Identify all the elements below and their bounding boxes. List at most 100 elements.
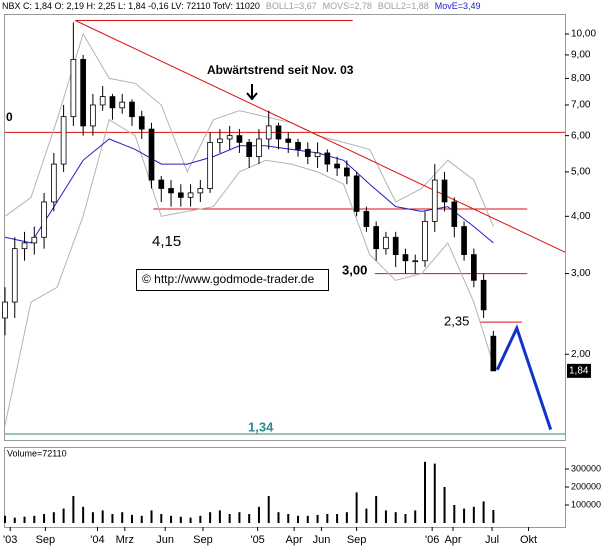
candle-body (314, 152, 321, 157)
annotation: Abwärtstrend seit Nov. 03 (207, 63, 354, 77)
volume-bar (101, 510, 104, 523)
volume-bar (189, 517, 192, 523)
candle-body (402, 254, 409, 262)
candle-body (256, 138, 262, 157)
candle-body (304, 148, 311, 157)
volume-bar (62, 508, 65, 523)
x-tick-label: Apr (286, 534, 303, 546)
volume-bar (130, 514, 133, 523)
annotation: 0 (6, 110, 13, 124)
overlay-line (4, 138, 494, 244)
candle-body (353, 175, 360, 212)
volume-bar (287, 514, 290, 523)
y-tick-label: 4,00 (571, 211, 591, 222)
volume-bar (375, 496, 378, 523)
candle-body (138, 116, 145, 130)
candle-body (90, 104, 96, 127)
level-label: 4,15 (152, 233, 181, 250)
volume-bar (277, 512, 280, 523)
candle-body (451, 201, 458, 227)
y-tick-label: 8,00 (571, 73, 591, 84)
y-tick-label: 3,00 (571, 268, 591, 279)
volume-tick-label: 200000 (571, 481, 601, 491)
header: NBX C: 1,84 O: 2,19 H: 2,25 L: 1,84 -0,1… (2, 1, 481, 11)
volume-bar (433, 463, 436, 523)
volume-bar (170, 515, 173, 523)
source-box (136, 269, 329, 291)
candle-body (11, 248, 18, 303)
candle-body (285, 138, 292, 143)
candle-body (207, 141, 213, 189)
candle-body (392, 236, 399, 256)
volume-bar (179, 516, 182, 523)
volume-tick-label: 300000 (571, 463, 601, 473)
volume-bar (82, 506, 85, 523)
volume-bar (297, 515, 300, 523)
candle-body (80, 59, 86, 127)
x-tick-label: Sep (193, 534, 213, 546)
volume-bar (23, 516, 26, 523)
candle-body (373, 226, 380, 250)
y-tick-label: 6,00 (571, 130, 591, 141)
candle-body (129, 101, 135, 118)
candle-body (422, 220, 428, 262)
x-tick-label: Jun (156, 534, 174, 546)
candle-body (158, 179, 165, 189)
volume-bar (160, 514, 163, 523)
candle-body (217, 138, 223, 143)
volume-bar (257, 506, 260, 523)
candle-body (363, 211, 370, 227)
volume-bar (365, 508, 368, 523)
candle-body (177, 192, 184, 198)
volume-bar (111, 514, 114, 523)
x-tick-label: '06 (425, 534, 439, 546)
candle-body (50, 163, 57, 203)
header-item: BOLL2=1,88 (378, 1, 429, 11)
volume-bar (218, 510, 221, 523)
candle-body (31, 236, 38, 244)
volume-bar (209, 512, 212, 523)
candle-body (148, 128, 155, 181)
level-label: 1,34 (248, 419, 274, 434)
candle-body (2, 301, 8, 319)
volume-bar (384, 510, 387, 523)
candle-body (21, 242, 28, 250)
volume-bar (424, 461, 426, 523)
level-label: 3,00 (342, 262, 367, 277)
candle-body (480, 279, 487, 311)
volume-bar (336, 514, 339, 523)
candle-body (295, 141, 301, 150)
volume-bar (472, 506, 475, 523)
volume-bar (355, 492, 358, 523)
x-tick-label: Apr (444, 534, 461, 546)
candle-body (461, 226, 467, 256)
volume-bar (13, 517, 16, 523)
candle-body (60, 116, 67, 165)
source: © http://www.godmode-trader.de (142, 272, 315, 286)
candle-body (226, 135, 233, 140)
x-tick-label: Jun (313, 534, 331, 546)
volume-bar (72, 496, 75, 523)
level-label: 2,35 (444, 313, 469, 328)
price-frame (4, 14, 566, 441)
candle-body (470, 254, 477, 281)
volume-bar (121, 512, 124, 523)
candle-body (168, 188, 174, 194)
volume-bar (463, 508, 466, 523)
candle-body (70, 59, 77, 118)
volume-bar (140, 515, 143, 523)
header-item: MovE=3,49 (435, 1, 481, 11)
volume-bar (414, 510, 417, 523)
volume-bar (443, 487, 446, 523)
volume-bar (248, 514, 251, 523)
volume-bar (306, 515, 309, 523)
header-item: NBX C: 1,84 O: 2,19 H: 2,25 L: 1,84 -0,1… (2, 1, 260, 11)
volume-bar (316, 514, 319, 523)
candle-body (99, 96, 106, 106)
arrow (246, 84, 258, 101)
last-price-label: 1,84 (569, 366, 589, 377)
volume-bar (404, 514, 407, 523)
candle-body (41, 201, 47, 238)
overlay-line (4, 118, 494, 426)
candle-body (246, 141, 253, 157)
